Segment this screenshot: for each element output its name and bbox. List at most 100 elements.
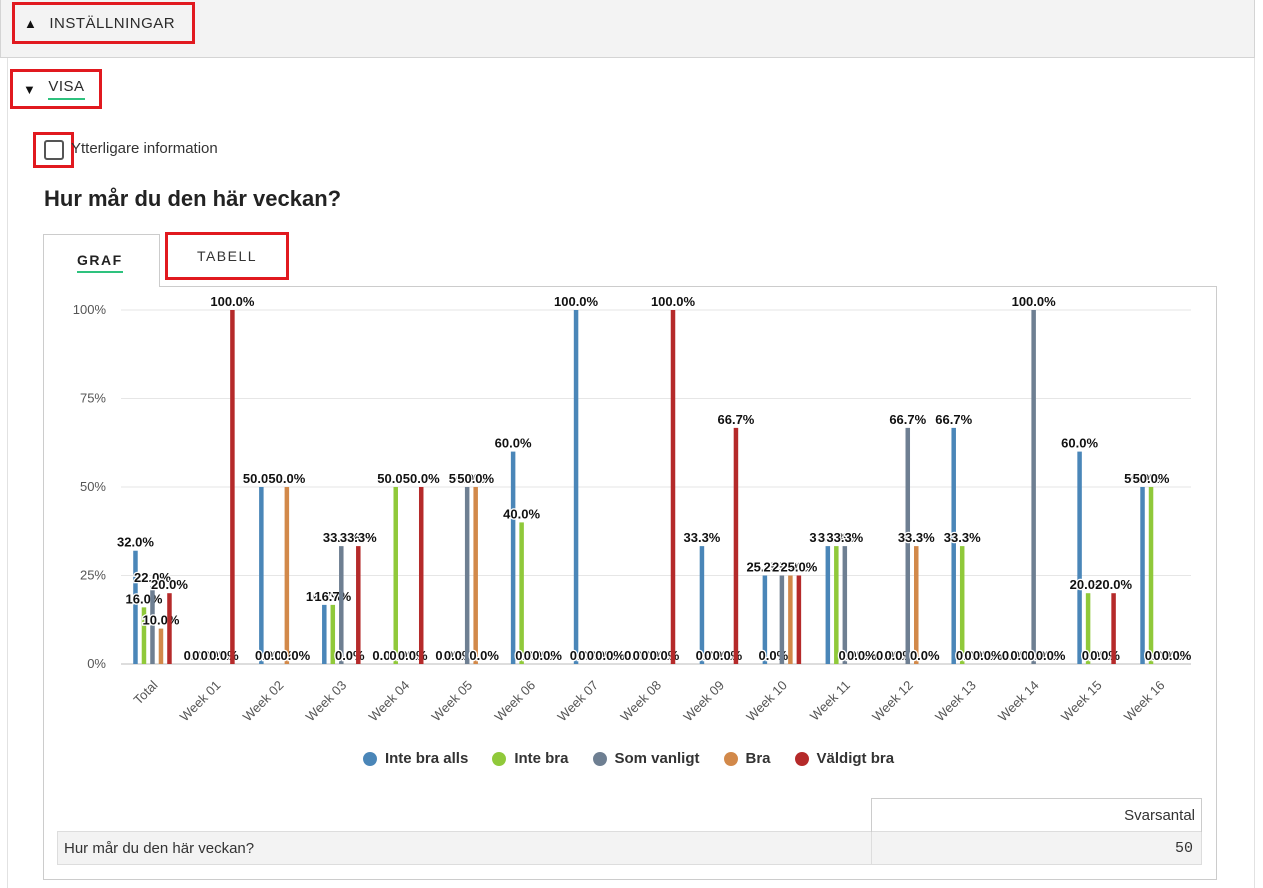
left-divider (7, 58, 8, 888)
data-label: 0.0% (956, 648, 986, 663)
data-label: 100.0% (1012, 294, 1057, 309)
bar (1140, 487, 1145, 664)
bar (1111, 593, 1116, 664)
legend-item[interactable]: Som vanligt (592, 750, 700, 767)
data-label: 33.3% (818, 530, 855, 545)
bar (141, 607, 147, 664)
tab-tabell[interactable]: TABELL (167, 234, 287, 278)
x-tick-label: Week 15 (1058, 678, 1105, 725)
legend-item[interactable]: Inte bra alls (362, 750, 469, 767)
legend-dot-icon (723, 751, 738, 766)
right-divider (1254, 58, 1255, 888)
bar (1085, 593, 1091, 664)
bar (393, 487, 398, 664)
data-label: 50.0% (449, 471, 486, 486)
data-label: 33.3% (944, 530, 981, 545)
chart-legend: Inte bra alls Inte bra Som vanligt Bra Väldi… (0, 750, 1260, 767)
data-label: 0.0% (192, 648, 222, 663)
legend-item[interactable]: Väldigt bra (794, 750, 895, 767)
settings-label: INSTÄLLNINGAR (49, 15, 176, 32)
x-tick-label: Week 13 (932, 678, 979, 725)
data-label: 0.0% (847, 648, 877, 663)
bar (788, 575, 793, 664)
data-label: 33.3% (684, 530, 721, 545)
data-label: 0.0% (964, 648, 994, 663)
bar (473, 487, 478, 664)
x-tick-label: Week 07 (554, 678, 601, 725)
data-label: 0.0% (1162, 648, 1192, 663)
data-label: 33.3% (809, 530, 846, 545)
table-row: Hur mår du den här veckan? 50 (57, 831, 1202, 865)
summary-row-label: Hur mår du den här veckan? (57, 831, 872, 865)
data-label: 0.0% (595, 648, 625, 663)
data-label: 16.7% (314, 589, 351, 604)
legend-item[interactable]: Inte bra (492, 750, 569, 767)
data-label: 66.7% (718, 412, 755, 427)
data-label: 0.0% (910, 648, 940, 663)
data-label: 0.0% (1002, 648, 1032, 663)
data-label: 0.0% (578, 648, 608, 663)
triangle-up-icon: ▲ (24, 16, 38, 31)
data-label: 0.0% (515, 648, 545, 663)
data-label: 33.3% (323, 530, 360, 545)
display-toggle[interactable]: ▼ VISA (23, 78, 85, 100)
bar (905, 427, 911, 664)
data-label: 25.0% (772, 560, 809, 575)
checkbox-highlight (33, 132, 74, 168)
data-label: 0.0% (876, 648, 906, 663)
bar (699, 546, 705, 664)
data-label: 0.0% (704, 648, 734, 663)
data-label: 0.0% (641, 648, 671, 663)
data-label: 0.0% (624, 648, 654, 663)
legend-dot-icon (362, 751, 377, 766)
settings-toggle[interactable]: ▲ INSTÄLLNINGAR (24, 15, 175, 32)
data-label: 0.0% (255, 648, 285, 663)
legend-label: Väldigt bra (816, 750, 895, 767)
triangle-down-icon: ▼ (23, 81, 37, 97)
data-label: 50.0% (243, 471, 280, 486)
settings-highlight (12, 2, 195, 44)
bar (339, 546, 344, 664)
y-tick-label: 75% (80, 391, 106, 406)
data-label: 0.0% (524, 648, 554, 663)
data-label: 25.0% (746, 560, 783, 575)
bar (464, 487, 470, 664)
bar (356, 546, 361, 664)
legend-label: Inte bra alls (384, 750, 469, 767)
x-tick-label: Week 05 (429, 678, 476, 725)
data-label: 0.0% (839, 648, 869, 663)
data-label: 50.0% (403, 471, 440, 486)
display-label: VISA (48, 78, 85, 100)
bar (259, 487, 264, 664)
x-tick-label: Week 06 (492, 678, 539, 725)
x-tick-label: Week 14 (995, 678, 1042, 725)
tabell-highlight (165, 232, 289, 280)
data-label: 16.7% (306, 589, 343, 604)
summary-column-header: Svarsantal (871, 798, 1202, 832)
data-label: 0.0% (587, 648, 617, 663)
summary-table-corner (58, 799, 872, 832)
data-label: 50.0% (457, 471, 494, 486)
data-label: 0.0% (389, 648, 419, 663)
data-label: 100.0% (651, 294, 696, 309)
data-label: 60.0% (495, 436, 532, 451)
data-label: 0.0% (1027, 648, 1057, 663)
additional-info-checkbox[interactable] (44, 140, 64, 160)
bar (951, 427, 956, 664)
data-label: 0.0% (696, 648, 726, 663)
tab-graf[interactable]: GRAF (43, 234, 160, 287)
data-label: 0.0% (1036, 648, 1066, 663)
bar (133, 550, 138, 664)
data-label: 0.0% (184, 648, 214, 663)
data-label: 33.3% (826, 530, 863, 545)
legend-label: Inte bra (514, 750, 569, 767)
legend-item[interactable]: Bra (723, 750, 771, 767)
x-tick-label: Week 04 (366, 678, 413, 725)
bar (230, 310, 235, 664)
data-label: 22.0% (134, 570, 171, 585)
data-label: 66.7% (889, 412, 926, 427)
x-tick-label: Week 11 (807, 678, 853, 724)
bar (762, 575, 768, 664)
y-tick-label: 25% (80, 568, 106, 583)
data-label: 0.0% (1145, 648, 1175, 663)
